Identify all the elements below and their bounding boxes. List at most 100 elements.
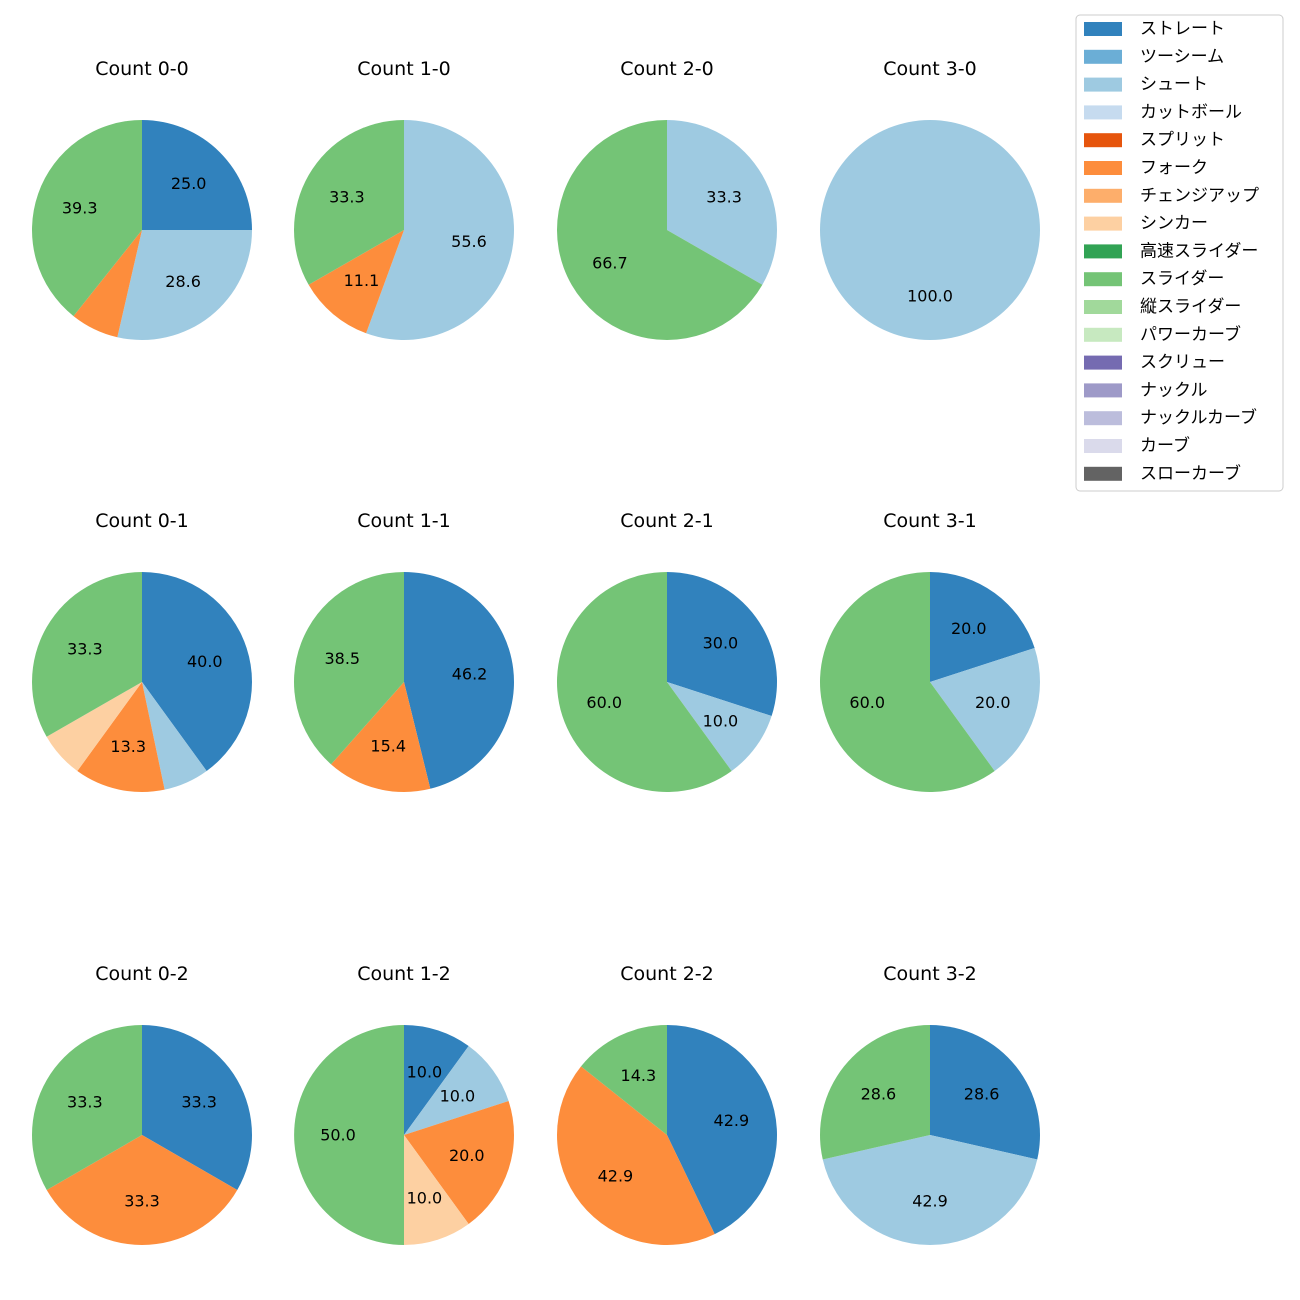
pie-slice	[142, 1025, 252, 1190]
pie-panel: Count 3-2 28.6 42.9 28.6	[819, 963, 1040, 1245]
pie-slice	[404, 572, 514, 789]
pie-slice	[556, 120, 763, 340]
legend-swatch	[1084, 411, 1122, 426]
pie-title: Count 1-0	[357, 58, 451, 80]
pie-slice	[31, 119, 142, 317]
pie-panel: Count 0-2 33.3 33.3 33.3	[32, 963, 252, 1245]
slice-value-label: 55.6	[451, 232, 487, 251]
slice-value-label: 20.0	[951, 619, 987, 638]
slice-value-label: 13.3	[110, 737, 146, 756]
pie-panel: Count 2-2 42.9 42.9 14.3	[557, 963, 777, 1245]
legend-label: チェンジアップ	[1140, 186, 1259, 206]
legend-swatch	[1084, 105, 1122, 120]
legend-swatch	[1084, 439, 1122, 453]
pie-title: Count 2-1	[620, 510, 714, 532]
slice-value-label: 50.0	[320, 1126, 356, 1145]
pie-slice	[667, 572, 777, 716]
slice-value-label: 20.0	[975, 693, 1011, 712]
pie-panel: Count 3-0 100.0	[820, 58, 1040, 340]
slice-value-label: 10.0	[407, 1188, 443, 1207]
legend-swatch	[1084, 188, 1122, 203]
pie-slice	[142, 572, 253, 771]
legend-swatch	[1084, 383, 1122, 398]
legend-item: ツーシーム	[1084, 47, 1224, 67]
legend-swatch	[1084, 216, 1122, 231]
legend-label: ストレート	[1140, 19, 1225, 39]
legend-swatch	[1084, 161, 1122, 175]
pie-slice	[331, 682, 431, 792]
pie-panel: Count 1-1 46.2 15.4 38.5	[294, 510, 514, 792]
slice-value-label: 28.6	[964, 1084, 1000, 1103]
legend-swatch	[1084, 49, 1122, 64]
pie-title: Count 1-2	[357, 963, 451, 985]
pie-slice	[819, 1025, 930, 1160]
slice-value-label: 28.6	[861, 1084, 897, 1103]
pie-title: Count 3-0	[883, 58, 977, 80]
legend-item: スローカーブ	[1084, 463, 1241, 484]
pie-title: Count 0-1	[95, 510, 189, 532]
slice-value-label: 42.9	[598, 1167, 634, 1186]
legend-swatch	[1084, 244, 1122, 259]
pie-slice	[32, 1025, 142, 1190]
legend-item: ストレート	[1084, 19, 1225, 39]
slice-value-label: 14.3	[621, 1066, 657, 1085]
pie-slice	[117, 230, 252, 340]
legend-item: カーブ	[1084, 435, 1190, 456]
legend-swatch	[1084, 22, 1122, 36]
legend-item: スクリュー	[1084, 353, 1225, 373]
legend-label: カットボール	[1140, 102, 1242, 122]
slice-value-label: 33.3	[124, 1192, 160, 1211]
legend-swatch	[1084, 272, 1122, 287]
pie-title: Count 2-2	[620, 963, 714, 985]
pie-slice	[294, 1025, 404, 1245]
slice-value-label: 25.0	[171, 174, 207, 193]
legend-label: シンカー	[1140, 214, 1208, 234]
slice-value-label: 33.3	[329, 187, 365, 206]
legend-label: パワーカーブ	[1140, 324, 1241, 345]
pie-slice	[820, 572, 995, 792]
pie-slice	[557, 1066, 715, 1245]
pie-slice	[404, 1046, 509, 1135]
legend-item: スライダー	[1084, 269, 1224, 289]
pie-panel: Count 0-1 40.0 13.3 33.3	[31, 510, 253, 792]
pie-panel: Count 1-2 10.0 10.0 20.0 10.0 50.0	[294, 963, 514, 1245]
pie-slice	[404, 1135, 469, 1245]
pie-slice	[46, 1135, 238, 1245]
legend: ストレートツーシームシュートカットボールスプリットフォークチェンジアップシンカー…	[1075, 14, 1284, 492]
legend-swatch	[1084, 355, 1122, 370]
slice-value-label: 46.2	[452, 665, 488, 684]
pie-slice	[293, 120, 404, 285]
legend-item: 縦スライダー	[1084, 297, 1241, 317]
pie-title: Count 2-0	[620, 58, 714, 80]
legend-label: ナックル	[1140, 380, 1208, 400]
slice-value-label: 10.0	[407, 1063, 443, 1082]
legend-label: 高速スライダー	[1140, 241, 1258, 261]
slice-value-label: 100.0	[907, 287, 953, 306]
slice-value-label: 11.1	[344, 271, 380, 290]
pie-slice	[142, 120, 252, 230]
slice-value-label: 60.0	[849, 693, 885, 712]
pie-slice	[820, 120, 1040, 340]
legend-swatch	[1084, 300, 1122, 314]
pie-slice	[404, 1025, 469, 1135]
legend-label: 縦スライダー	[1140, 297, 1241, 317]
slice-value-label: 33.3	[706, 187, 742, 206]
legend-frame	[1075, 14, 1284, 492]
legend-item: パワーカーブ	[1084, 324, 1241, 345]
pie-slice	[557, 572, 732, 792]
slice-value-label: 30.0	[703, 634, 739, 653]
slice-value-label: 20.0	[449, 1146, 485, 1165]
slice-value-label: 60.0	[586, 693, 622, 712]
pie-panel: Count 0-0 25.0 28.6 39.3	[31, 58, 252, 340]
slice-value-label: 39.3	[62, 199, 98, 218]
pie-title: Count 1-1	[357, 510, 451, 532]
pie-slice	[822, 1135, 1038, 1245]
slice-value-label: 38.5	[324, 649, 360, 668]
legend-item: ナックルカーブ	[1084, 407, 1257, 428]
slice-value-label: 42.9	[912, 1192, 948, 1211]
legend-item: ナックル	[1084, 380, 1208, 400]
legend-item: スプリット	[1084, 130, 1225, 150]
pie-slice	[667, 120, 777, 285]
legend-label: スプリット	[1140, 130, 1225, 150]
